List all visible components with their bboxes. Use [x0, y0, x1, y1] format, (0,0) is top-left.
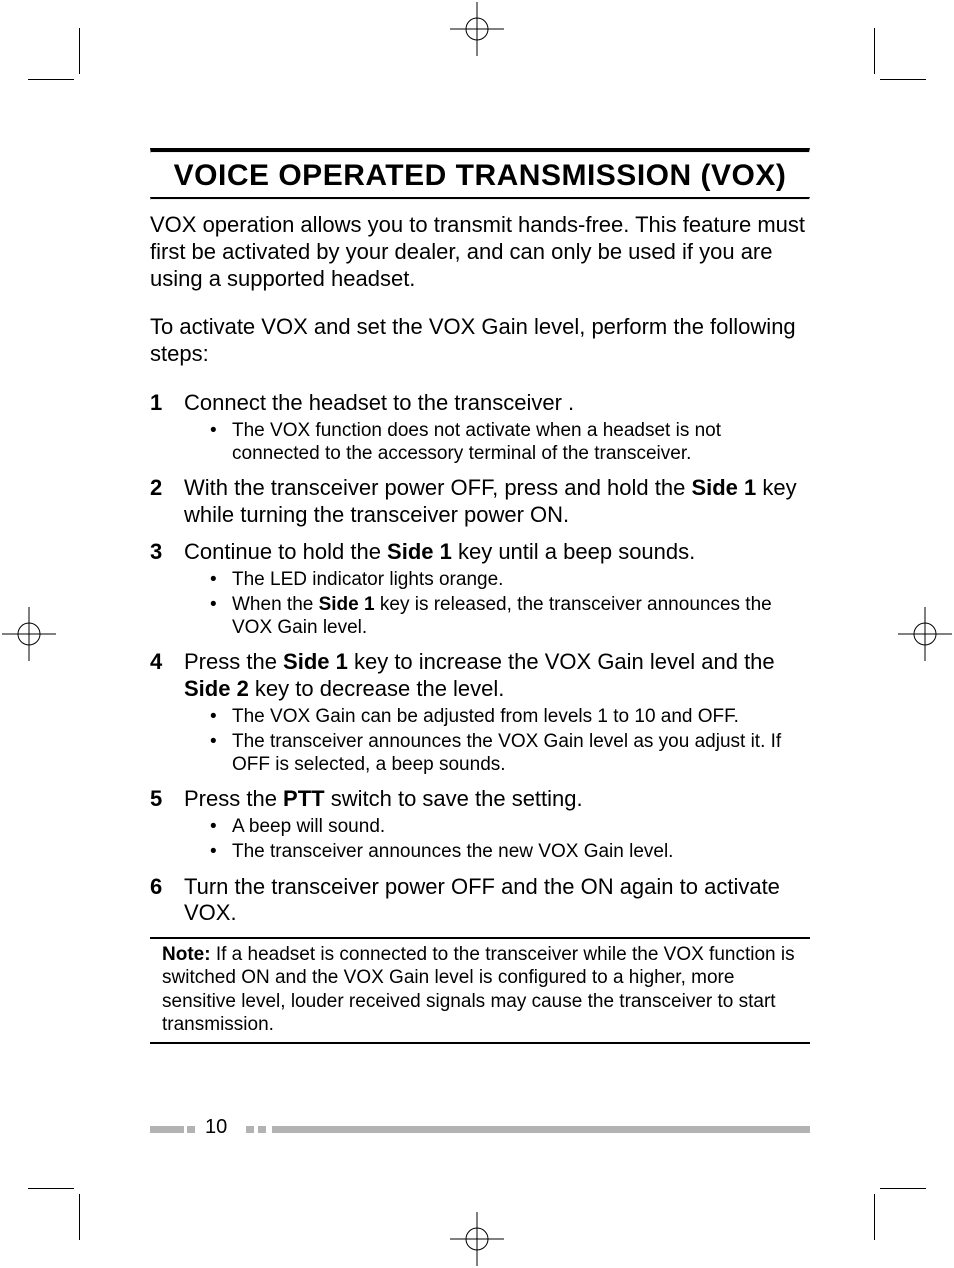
crop-top-left	[28, 28, 108, 108]
list-item: The transceiver announces the VOX Gain l…	[210, 730, 810, 776]
registration-mark-right	[898, 607, 952, 661]
step-4-sub: The VOX Gain can be adjusted from levels…	[210, 705, 810, 777]
page-footer: 10	[150, 1123, 810, 1135]
note-text: If a headset is connected to the transce…	[162, 944, 795, 1035]
step-6: Turn the transceiver power OFF and the O…	[150, 874, 810, 928]
bold-side1: Side 1	[691, 475, 756, 500]
list-item: The VOX function does not activate when …	[210, 419, 810, 465]
list-item: The VOX Gain can be adjusted from levels…	[210, 705, 810, 728]
step-text-post: switch to save the setting.	[325, 786, 583, 811]
footer-bar-segment	[187, 1126, 195, 1133]
footer-bar-segment	[246, 1126, 254, 1133]
registration-mark-left	[2, 607, 56, 661]
step-text-post: key to decrease the level.	[249, 676, 505, 701]
footer-bar-segment	[272, 1126, 810, 1133]
step-3: Continue to hold the Side 1 key until a …	[150, 539, 810, 639]
step-text-mid: key to increase the VOX Gain level and t…	[348, 649, 775, 674]
page-title: VOICE OPERATED TRANSMISSION (VOX)	[150, 153, 810, 197]
step-5: Press the PTT switch to save the setting…	[150, 786, 810, 863]
note-block: Note: If a headset is connected to the t…	[150, 937, 810, 1044]
sub-pre: When the	[232, 594, 319, 615]
crop-top-right	[846, 28, 926, 108]
footer-bar-segment	[258, 1126, 266, 1133]
step-4: Press the Side 1 key to increase the VOX…	[150, 649, 810, 776]
step-text-pre: Press the	[184, 786, 283, 811]
rule-under-title	[150, 197, 810, 200]
bold-side2: Side 2	[184, 676, 249, 701]
step-2: With the transceiver power OFF, press an…	[150, 475, 810, 529]
step-1: Connect the headset to the transceiver .…	[150, 390, 810, 465]
crop-bottom-left	[28, 1160, 108, 1240]
list-item: When the Side 1 key is released, the tra…	[210, 593, 810, 639]
step-text-post: key until a beep sounds.	[452, 539, 695, 564]
list-item: The transceiver announces the new VOX Ga…	[210, 840, 810, 863]
bold-side1: Side 1	[319, 594, 375, 615]
intro-paragraph-2: To activate VOX and set the VOX Gain lev…	[150, 314, 810, 368]
bold-side1: Side 1	[387, 539, 452, 564]
crop-bottom-right	[846, 1160, 926, 1240]
steps-list: Connect the headset to the transceiver .…	[150, 390, 810, 927]
step-text-pre: Continue to hold the	[184, 539, 387, 564]
step-1-sub: The VOX function does not activate when …	[210, 419, 810, 465]
step-text-pre: With the transceiver power OFF, press an…	[184, 475, 691, 500]
bold-side1: Side 1	[283, 649, 348, 674]
intro-paragraph-1: VOX operation allows you to transmit han…	[150, 212, 810, 292]
footer-bar-segment	[150, 1126, 184, 1133]
page-number: 10	[205, 1116, 227, 1139]
page-content: VOICE OPERATED TRANSMISSION (VOX) VOX op…	[150, 148, 810, 1044]
step-5-sub: A beep will sound. The transceiver annou…	[210, 815, 810, 863]
registration-mark-bottom	[450, 1212, 504, 1266]
step-text-pre: Press the	[184, 649, 283, 674]
list-item: The LED indicator lights orange.	[210, 568, 810, 591]
list-item: A beep will sound.	[210, 815, 810, 838]
bold-ptt: PTT	[283, 786, 325, 811]
note-label: Note:	[162, 944, 211, 965]
step-3-sub: The LED indicator lights orange. When th…	[210, 568, 810, 640]
registration-mark-top	[450, 2, 504, 56]
step-text: Connect the headset to the transceiver .	[184, 390, 574, 415]
